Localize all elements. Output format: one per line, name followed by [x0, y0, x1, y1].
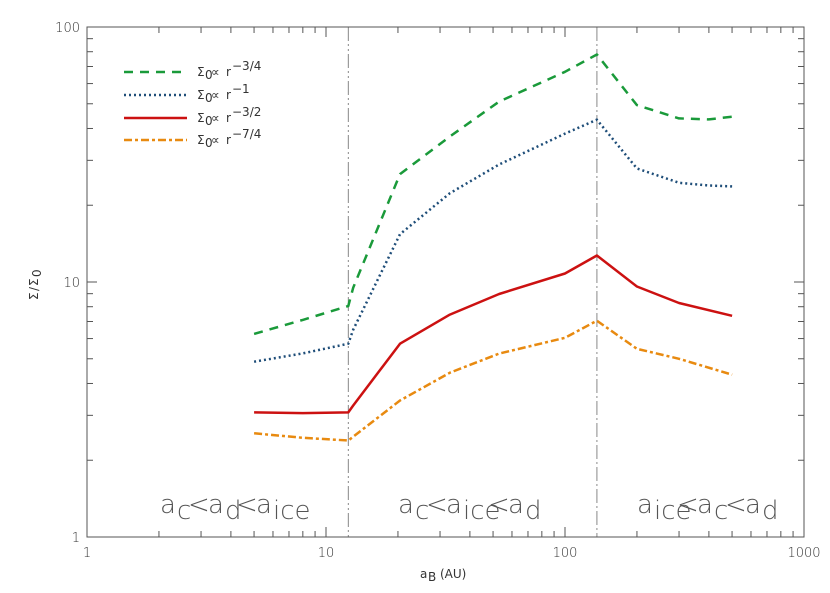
legend-r: r: [226, 111, 231, 125]
region-lt: <: [236, 490, 258, 520]
plot-frame: [86, 26, 805, 538]
legend: Σ 0 ∝ r −3/4 Σ 0 ∝ r −1 Σ 0 ∝ r −3/2 Σ 0…: [124, 59, 261, 150]
legend-entry-0: Σ 0 ∝ r −3/4: [197, 59, 261, 82]
region-sub: ice: [654, 496, 692, 526]
legend-sub: 0: [205, 114, 213, 128]
axis-ticks: [86, 27, 804, 538]
x-axis-title-sub: B: [428, 570, 436, 584]
series-line: [253, 319, 733, 442]
legend-prop: ∝: [211, 133, 220, 147]
x-axis-title-main: a: [420, 567, 427, 581]
region-a: a: [697, 490, 713, 520]
region-sub: c: [415, 496, 429, 526]
region-label-left: a c < a d < a ice: [160, 490, 311, 526]
x-tick-100: 100: [553, 546, 578, 561]
region-label-right: a ice < a c < a d: [637, 490, 779, 526]
region-sub: ice: [273, 496, 311, 526]
legend-entry-1: Σ 0 ∝ r −1: [197, 82, 250, 105]
region-a: a: [208, 490, 224, 520]
region-sub: d: [225, 496, 242, 526]
legend-sigma: Σ: [197, 88, 205, 102]
region-a: a: [160, 490, 176, 520]
region-a: a: [637, 490, 653, 520]
legend-r: r: [226, 133, 231, 147]
x-axis-title-unit: (AU): [440, 567, 466, 581]
legend-sigma: Σ: [197, 65, 205, 79]
series-line: [254, 254, 733, 415]
y-axis-title-den: Σ: [27, 278, 41, 286]
legend-prop: ∝: [211, 111, 220, 125]
series-lines: [253, 53, 733, 442]
region-lt: <: [725, 490, 747, 520]
legend-exp: −7/4: [232, 127, 261, 141]
y-axis-title: Σ / Σ 0: [27, 269, 44, 300]
region-a: a: [398, 490, 414, 520]
legend-sigma: Σ: [197, 133, 205, 147]
x-tick-10: 10: [318, 546, 335, 561]
legend-exp: −3/2: [232, 105, 261, 119]
region-boundaries: [347, 27, 598, 537]
region-a: a: [446, 490, 462, 520]
legend-entry-2: Σ 0 ∝ r −3/2: [197, 105, 261, 128]
region-a: a: [745, 490, 761, 520]
legend-sub: 0: [205, 91, 213, 105]
legend-exp: −1: [232, 82, 250, 96]
x-tick-1: 1: [83, 546, 91, 561]
region-lt: <: [677, 490, 699, 520]
region-sub: ice: [463, 496, 501, 526]
series-line: [253, 118, 733, 363]
region-sub: c: [177, 496, 191, 526]
y-tick-1: 1: [72, 531, 80, 546]
region-lt: <: [426, 490, 448, 520]
region-sub: d: [762, 496, 779, 526]
region-sub: c: [714, 496, 728, 526]
series-line: [253, 53, 733, 336]
x-axis-title: a B (AU): [420, 567, 466, 584]
legend-entry-3: Σ 0 ∝ r −7/4: [197, 127, 261, 150]
region-a: a: [508, 490, 524, 520]
region-lt: <: [488, 490, 510, 520]
legend-exp: −3/4: [232, 59, 261, 73]
legend-sigma: Σ: [197, 111, 205, 125]
x-tick-1000: 1000: [787, 546, 820, 561]
y-tick-100: 100: [55, 21, 80, 36]
region-sub: d: [525, 496, 542, 526]
legend-r: r: [226, 88, 231, 102]
legend-r: r: [226, 65, 231, 79]
region-label-middle: a c < a ice < a d: [398, 490, 542, 526]
region-lt: <: [188, 490, 210, 520]
y-axis-title-slash: /: [27, 286, 41, 291]
legend-prop: ∝: [211, 65, 220, 79]
legend-sub: 0: [205, 68, 213, 82]
y-tick-10: 10: [63, 276, 80, 291]
legend-prop: ∝: [211, 88, 220, 102]
y-axis-title-den-sub: 0: [30, 269, 44, 277]
legend-sub: 0: [205, 136, 213, 150]
y-axis-title-num: Σ: [27, 292, 41, 300]
region-a: a: [256, 490, 272, 520]
